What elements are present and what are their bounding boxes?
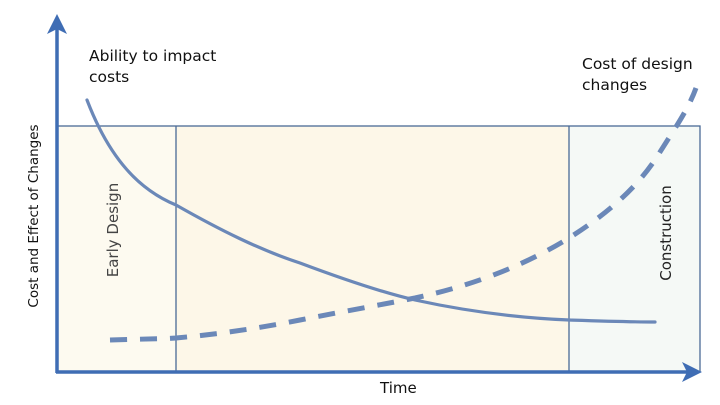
cost-label-line1: Cost of design [582,55,693,73]
construction-region [569,126,700,372]
cost-label-line2: changes [582,76,648,94]
design-region [176,126,569,372]
ability-to-impact-curve [85,98,657,324]
x-axis-arrow-icon [682,362,702,382]
y-axis-arrow-icon [47,14,67,34]
ability-label-line1: Ability to impact [89,47,217,65]
y-axis-label: Cost and Effect of Changes [26,124,42,308]
construction-label: Construction [657,185,675,281]
early-design-region [57,126,176,372]
cost-of-design-changes-curve [109,87,699,343]
early-design-label: Early Design [104,182,122,278]
x-axis-label: Time [380,379,417,397]
ability-to-impact-label: Ability to impact costs [89,46,216,88]
ability-label-line2: costs [89,68,130,86]
cost-of-design-changes-label: Cost of design changes [582,54,693,96]
